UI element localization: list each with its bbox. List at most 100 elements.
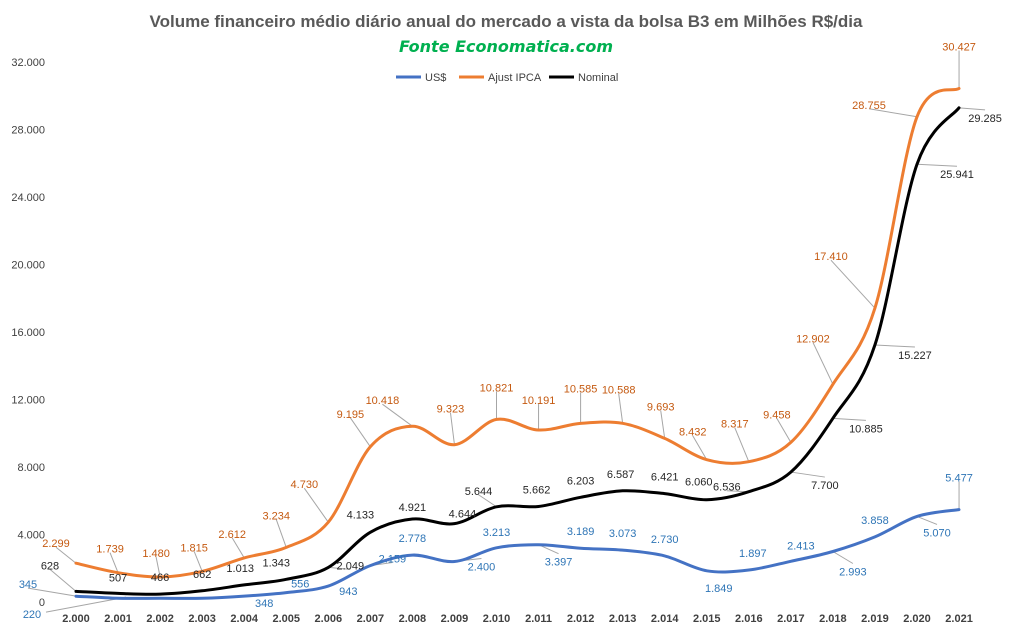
label-leader-line: [349, 417, 371, 448]
nominal-data-label: 10.885: [849, 423, 883, 435]
ipca-data-label: 10.585: [564, 383, 598, 395]
x-tick-label: 2.012: [567, 613, 595, 625]
usd-data-label: 5.477: [945, 473, 973, 485]
x-tick-label: 2.004: [230, 613, 258, 625]
x-tick-label: 2.009: [441, 613, 469, 625]
data-labels: 345 348 556 943 2.159 2.778 2.400 3.213 3.397 3.1…: [19, 42, 1002, 622]
ipca-data-label: 10.588: [602, 384, 636, 396]
usd-data-label: 2.730: [651, 534, 679, 546]
label-leader-line: [832, 417, 866, 421]
y-axis: 0 4.000 8.000 12.000 16.000 20.000 24.000 28.00…: [11, 57, 45, 609]
label-leader-line: [790, 471, 825, 478]
nominal-data-label: 6.421: [651, 472, 679, 484]
usd-data-label: 3.189: [567, 526, 595, 538]
usd-data-label: 3.397: [545, 557, 573, 569]
label-leader-line: [382, 403, 413, 427]
label-leader-line: [832, 551, 854, 564]
x-tick-label: 2.016: [735, 613, 763, 625]
ipca-data-label: 28.755: [852, 100, 886, 112]
x-tick-label: 2.018: [819, 613, 847, 625]
nominal-data-label: 5.662: [523, 484, 551, 496]
nominal-data-label: 662: [193, 569, 211, 581]
nominal-data-label: 6.203: [567, 475, 595, 487]
legend-label: Ajust IPCA: [488, 72, 542, 84]
label-leader-line: [776, 418, 792, 443]
x-tick-label: 2.013: [609, 613, 637, 625]
label-leader-line: [155, 556, 161, 578]
label-leader-line: [49, 569, 77, 592]
ipca-data-label: 10.821: [480, 382, 514, 394]
nominal-data-label: 7.700: [811, 480, 839, 492]
label-leader-line: [303, 487, 329, 523]
label-leader-line: [868, 108, 918, 118]
nominal-data-label: 6.536: [713, 482, 741, 494]
nominal-data-label: 4.921: [399, 502, 427, 514]
usd-data-label: 3.073: [609, 528, 637, 540]
ipca-series-line: [74, 87, 961, 579]
nominal-data-label: 466: [151, 572, 169, 584]
ipca-data-label: 2.299: [42, 538, 70, 550]
y-tick-label: 28.000: [11, 125, 45, 137]
x-tick-label: 2.002: [146, 613, 174, 625]
label-leader-line: [874, 344, 915, 348]
x-tick-label: 2.006: [315, 613, 343, 625]
ipca-data-label: 9.323: [437, 404, 465, 416]
usd-series-line: [74, 508, 961, 600]
label-leader-line: [660, 410, 666, 439]
label-leader-line: [449, 412, 455, 445]
y-tick-label: 0: [39, 597, 45, 609]
usd-data-label: 556: [291, 579, 309, 591]
x-tick-label: 2.008: [399, 613, 427, 625]
nominal-data-label: 1.343: [262, 557, 290, 569]
y-tick-label: 12.000: [11, 395, 45, 407]
ipca-data-label: 3.234: [262, 510, 290, 522]
ipca-data-label: 1.739: [96, 544, 124, 556]
ipca-data-label: 12.902: [796, 333, 830, 345]
label-leader-line: [27, 587, 77, 597]
label-leader-line: [812, 342, 834, 385]
x-tick-label: 2.003: [188, 613, 216, 625]
x-axis: 2.000 2.001 2.002 2.003 2.004 2.005 2.006 2.007…: [62, 613, 973, 625]
usd-data-label: 345: [19, 579, 37, 591]
legend-label: US$: [425, 72, 446, 84]
label-leader-line: [109, 552, 119, 573]
nominal-data-label: 507: [109, 572, 127, 584]
nominal-data-label: 25.941: [940, 169, 974, 181]
nominal-data-label: 2.049: [337, 560, 365, 572]
chart-title: Volume financeiro médio diário anual do …: [150, 12, 863, 31]
nominal-data-label: 5.644: [465, 486, 493, 498]
x-tick-label: 2.017: [777, 613, 805, 625]
x-tick-label: 2.015: [693, 613, 721, 625]
nominal-data-label: 1.013: [226, 563, 254, 575]
ipca-data-label: 4.730: [291, 479, 319, 491]
label-leader-line: [328, 566, 351, 570]
x-tick-label: 2.010: [483, 613, 511, 625]
usd-data-label: 3.858: [861, 515, 889, 527]
nominal-data-label: 4.133: [347, 509, 375, 521]
ipca-data-label: 8.432: [679, 427, 707, 439]
ipca-data-label: 9.195: [337, 409, 365, 421]
x-tick-label: 2.001: [104, 613, 132, 625]
usd-data-label: 1.849: [705, 583, 733, 595]
label-leader-lines: [27, 50, 986, 613]
ipca-data-label: 8.317: [721, 419, 749, 431]
nominal-data-label: 15.227: [898, 350, 932, 362]
x-tick-label: 2.007: [357, 613, 385, 625]
usd-data-label: 220: [23, 609, 41, 621]
label-leader-line: [959, 107, 986, 111]
nominal-data-label: 6.060: [685, 477, 713, 489]
label-leader-line: [275, 519, 287, 548]
x-tick-label: 2.019: [861, 613, 889, 625]
label-leader-line: [916, 515, 938, 525]
ipca-data-label: 10.418: [366, 395, 400, 407]
label-leader-line: [478, 494, 497, 508]
x-tick-label: 2.005: [272, 613, 300, 625]
x-tick-label: 2.021: [945, 613, 973, 625]
series-lines: [74, 87, 961, 600]
ipca-data-label: 9.693: [647, 401, 675, 413]
nominal-series-line: [74, 106, 961, 596]
usd-data-label: 2.778: [399, 533, 427, 545]
nominal-data-label: 6.587: [607, 469, 635, 481]
ipca-data-label: 2.612: [218, 529, 246, 541]
